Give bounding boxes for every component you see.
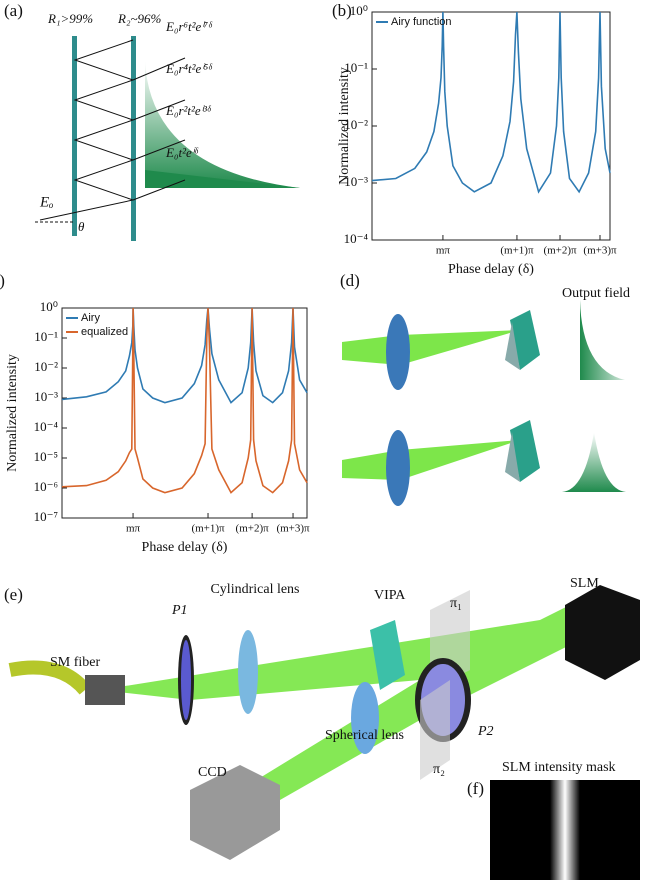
x-tick-label: mπ: [126, 523, 141, 535]
ray-path: [39, 39, 186, 221]
component-label: P1: [171, 603, 188, 618]
component-label: π₂: [433, 762, 445, 777]
series-line: [61, 307, 308, 494]
component-label: SLM: [570, 576, 599, 591]
mirror: [131, 36, 136, 241]
mask-title: SLM intensity mask: [502, 760, 616, 775]
y-tick-label: 10⁻²: [344, 117, 368, 132]
y-tick-label: 10⁰: [350, 3, 368, 18]
x-tick-label: (m+1)π: [191, 523, 225, 535]
component-label: Spherical lens: [325, 728, 404, 743]
y-axis-label: Normalized intensity: [5, 354, 20, 472]
component-label: SM fiber: [50, 655, 101, 670]
component-label: CCD: [198, 765, 227, 780]
mirror-label: R₂~96%: [117, 11, 161, 26]
angle-label: θ: [78, 219, 85, 234]
legend-label: equalized: [81, 326, 128, 338]
x-axis-label: Phase delay (δ): [448, 262, 534, 277]
component-label: Cylindrical lens: [210, 582, 299, 597]
y-axis-label: Normalized intensity: [337, 67, 352, 185]
setup-e: [8, 585, 640, 860]
component-label: VIPA: [374, 588, 406, 603]
y-tick-label: 10⁻¹: [344, 60, 368, 75]
component-label: P2: [477, 724, 494, 739]
panel-label: (e): [4, 585, 23, 604]
y-tick-label: 10⁻³: [34, 389, 58, 404]
mirror: [72, 36, 77, 236]
decay-envelope: [145, 60, 300, 188]
y-tick-label: 10⁰: [40, 299, 58, 314]
x-tick-label: (m+2)π: [543, 245, 577, 257]
plot-frame: [61, 307, 308, 519]
series-line: [371, 11, 611, 194]
legend-label: Airy: [81, 312, 100, 324]
plot-frame: [371, 11, 611, 241]
panel-label: (d): [340, 271, 360, 290]
field-label: E₀t²eⁱᵟ: [165, 145, 199, 160]
x-tick-label: (m+1)π: [500, 245, 534, 257]
input-label: Eₒ: [39, 194, 53, 210]
y-tick-label: 10⁻³: [344, 174, 368, 189]
field-label: E₀r⁴t²eⁱ⁵ᵟ: [165, 61, 213, 76]
mask-image: [490, 780, 640, 880]
x-tick-label: (m+2)π: [236, 523, 270, 535]
x-tick-label: (m+3)π: [276, 523, 310, 535]
panel-label: (b): [332, 1, 352, 20]
panel-label: (f): [467, 779, 484, 798]
setup-d: [342, 300, 626, 506]
panel-label: (a): [4, 1, 23, 20]
y-tick-label: 10⁻¹: [34, 329, 58, 344]
y-tick-label: 10⁻⁷: [34, 509, 58, 524]
field-label: E₀r²t²eⁱ³ᵟ: [165, 103, 212, 118]
y-tick-label: 10⁻⁴: [344, 231, 369, 246]
x-axis-label: Phase delay (δ): [142, 540, 228, 555]
y-tick-label: 10⁻⁵: [34, 449, 58, 464]
component-label: π₁: [450, 596, 462, 611]
legend-label: Airy function: [391, 16, 452, 28]
panel-label: (c): [0, 271, 5, 290]
x-tick-label: mπ: [436, 245, 451, 257]
decay-envelope: [145, 170, 300, 188]
mirror-label: R₁>99%: [47, 11, 93, 26]
x-tick-label: (m+3)π: [583, 245, 617, 257]
y-tick-label: 10⁻⁶: [34, 479, 58, 494]
y-tick-label: 10⁻⁴: [34, 419, 59, 434]
y-tick-label: 10⁻²: [34, 359, 58, 374]
output-label: Output field: [562, 286, 630, 301]
field-label: E₀r⁶t²eⁱ⁷ᵟ: [165, 19, 213, 34]
